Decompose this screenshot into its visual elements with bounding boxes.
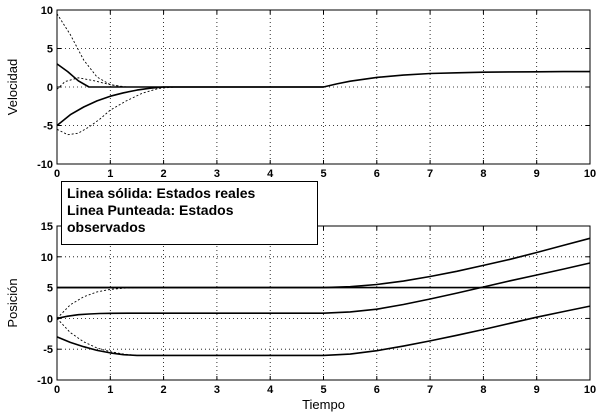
position-y-tick-label: 15 xyxy=(41,221,53,233)
velocity-y-tick-label: 10 xyxy=(41,5,53,17)
position-x-tick-label: 5 xyxy=(320,384,326,396)
legend-annotation-box: Linea sólida: Estados reales Linea Punte… xyxy=(61,181,318,245)
position-x-tick-label: 1 xyxy=(107,384,113,396)
position-y-tick-label: 0 xyxy=(47,313,53,325)
position-x-tick-label: 9 xyxy=(534,384,540,396)
position-x-tick-label: 3 xyxy=(214,384,220,396)
position-series-dotted-4 xyxy=(56,287,164,319)
velocity-y-tick-label: -5 xyxy=(43,121,53,133)
position-series-group xyxy=(56,237,591,357)
position-y-tick-label: -5 xyxy=(43,344,53,356)
position-x-tick-label: 0 xyxy=(54,384,60,396)
velocity-series-dotted-3 xyxy=(56,86,191,136)
position-y-tick-label: 10 xyxy=(41,252,53,264)
velocity-y-tick-label: 0 xyxy=(47,82,53,94)
velocity-y-tick-label: -10 xyxy=(37,159,53,171)
velocity-x-tick-label: 3 xyxy=(214,168,220,180)
position-y-tick-label: -10 xyxy=(37,375,53,387)
position-y-tick-label: 5 xyxy=(47,283,53,295)
velocity-x-tick-label: 7 xyxy=(427,168,433,180)
velocity-x-tick-label: 4 xyxy=(267,168,274,180)
position-x-tick-label: 4 xyxy=(267,384,274,396)
velocity-y-tick-labels: 10 5 0 -5 -10 xyxy=(37,5,53,171)
velocity-plot: 0 1 2 3 4 5 6 7 8 9 10 10 5 0 -5 -10 Velocidad xyxy=(5,5,596,180)
velocity-series-group xyxy=(56,13,590,136)
velocity-series-dotted-4 xyxy=(56,77,143,90)
legend-line-solid: Linea sólida: Estados reales xyxy=(67,185,256,201)
position-x-tick-label: 8 xyxy=(480,384,486,396)
position-series-solid-1 xyxy=(57,237,591,289)
position-series-solid-2 xyxy=(56,262,591,320)
position-x-tick-labels: 0 1 2 3 4 5 6 7 8 9 10 xyxy=(54,384,596,396)
velocity-x-tick-label: 10 xyxy=(584,168,596,180)
position-series-dotted-5 xyxy=(56,318,164,356)
position-series-solid-3 xyxy=(56,305,591,357)
velocity-x-tick-label: 6 xyxy=(374,168,380,180)
velocity-x-tick-label: 1 xyxy=(107,168,113,180)
velocity-x-tick-label: 2 xyxy=(161,168,167,180)
position-x-tick-label: 2 xyxy=(161,384,167,396)
velocity-tick-marks xyxy=(56,9,591,165)
position-plot: 0 1 2 3 4 5 6 7 8 9 10 15 10 5 0 -5 -10 Posición Tiempo xyxy=(5,221,596,412)
velocity-x-tick-label: 0 xyxy=(54,168,60,180)
position-x-tick-label: 6 xyxy=(374,384,380,396)
legend-line-dotted: Linea Punteada: Estados xyxy=(67,202,234,218)
position-x-tick-label: 10 xyxy=(584,384,596,396)
position-x-tick-label: 7 xyxy=(427,384,433,396)
velocity-y-axis-label: Velocidad xyxy=(5,59,20,115)
velocity-x-tick-label: 8 xyxy=(480,168,486,180)
velocity-x-tick-label: 5 xyxy=(320,168,326,180)
velocity-x-tick-labels: 0 1 2 3 4 5 6 7 8 9 10 xyxy=(54,168,596,180)
position-y-axis-label: Posición xyxy=(5,278,20,327)
position-x-axis-label: Tiempo xyxy=(302,397,345,412)
velocity-x-tick-label: 9 xyxy=(534,168,540,180)
legend-line-dotted-cont: observados xyxy=(67,219,146,235)
position-y-tick-labels: 15 10 5 0 -5 -10 xyxy=(37,221,53,387)
velocity-series-solid-1 xyxy=(56,70,590,127)
velocity-y-tick-label: 5 xyxy=(47,44,53,56)
